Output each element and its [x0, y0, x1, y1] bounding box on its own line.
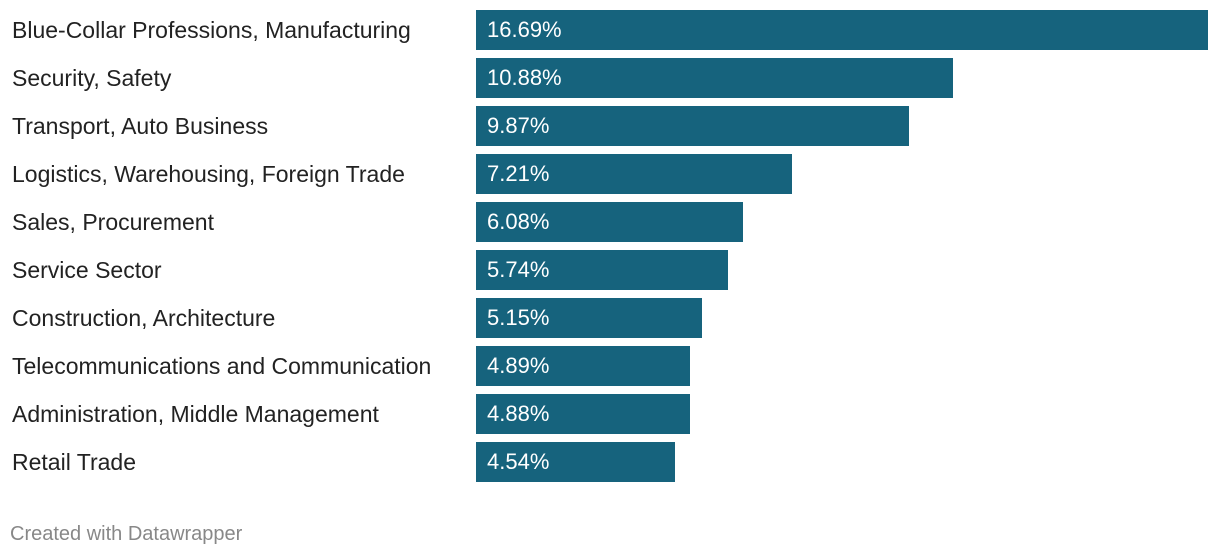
bar: 16.69%: [476, 10, 1208, 50]
bar: 5.15%: [476, 298, 702, 338]
category-label: Sales, Procurement: [12, 209, 214, 235]
bar: 4.89%: [476, 346, 691, 386]
bar-row: Transport, Auto Business 9.87%: [0, 106, 1220, 146]
value-label: 5.15%: [487, 305, 550, 330]
value-label: 4.54%: [487, 449, 550, 474]
value-label: 9.87%: [487, 113, 550, 138]
value-label: 10.88%: [487, 65, 562, 90]
category-label: Retail Trade: [12, 449, 137, 475]
bar-row: Service Sector 5.74%: [0, 250, 1220, 290]
bar-row: Construction, Architecture 5.15%: [0, 298, 1220, 338]
category-label: Service Sector: [12, 257, 162, 283]
bar-row: Blue-Collar Professions, Manufacturing 16…: [0, 10, 1220, 50]
bar: 10.88%: [476, 58, 954, 98]
category-label: Security, Safety: [12, 65, 172, 91]
bar: 7.21%: [476, 154, 793, 194]
category-label: Transport, Auto Business: [12, 113, 269, 139]
value-label: 6.08%: [487, 209, 550, 234]
bar-row: Security, Safety 10.88%: [0, 58, 1220, 98]
value-label: 5.74%: [487, 257, 550, 282]
bar-row: Retail Trade 4.54%: [0, 442, 1220, 482]
value-label: 4.89%: [487, 353, 550, 378]
category-label: Telecommunications and Communication: [12, 353, 432, 379]
value-label: 16.69%: [487, 17, 562, 42]
bar-row: Administration, Middle Management 4.88%: [0, 394, 1220, 434]
bar-row: Telecommunications and Communication 4.89…: [0, 346, 1220, 386]
bar: 5.74%: [476, 250, 728, 290]
value-label: 7.21%: [487, 161, 550, 186]
bar: 6.08%: [476, 202, 743, 242]
bar-row: Sales, Procurement 6.08%: [0, 202, 1220, 242]
value-label: 4.88%: [487, 401, 550, 426]
bar: 4.88%: [476, 394, 691, 434]
category-label: Administration, Middle Management: [12, 401, 379, 427]
bar: 9.87%: [476, 106, 909, 146]
bar-chart: Blue-Collar Professions, Manufacturing 16…: [0, 10, 1220, 482]
category-label: Logistics, Warehousing, Foreign Trade: [12, 161, 405, 187]
category-label: Construction, Architecture: [12, 305, 276, 331]
category-label: Blue-Collar Professions, Manufacturing: [12, 17, 411, 43]
bar: 4.54%: [476, 442, 676, 482]
credit-footer: Created with Datawrapper: [10, 523, 243, 545]
bar-row: Logistics, Warehousing, Foreign Trade 7.2…: [0, 154, 1220, 194]
